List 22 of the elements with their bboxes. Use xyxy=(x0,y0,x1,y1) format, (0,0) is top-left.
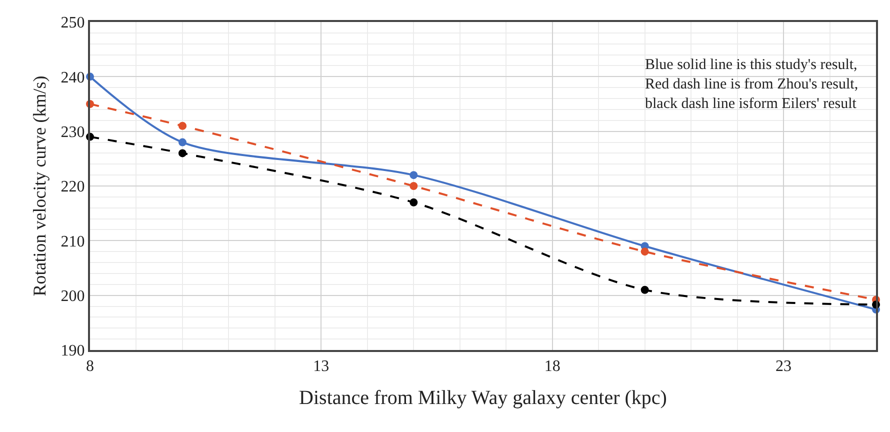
annotation: Blue solid line is this study's result, Red dash line is from Zhou's result, black dash line isform Eilers' result xyxy=(645,57,858,112)
y-tick-label: 210 xyxy=(60,233,85,250)
y-tick-label: 240 xyxy=(60,69,85,86)
x-tick-label: 13 xyxy=(313,358,330,376)
x-tick-label: 18 xyxy=(544,358,560,376)
point xyxy=(410,182,418,190)
x-tick-label: 8 xyxy=(86,358,94,376)
point xyxy=(178,138,186,146)
point xyxy=(178,122,186,130)
x-axis-title: Distance from Milky Way galaxy center (kpc) xyxy=(299,387,667,410)
point xyxy=(640,286,649,294)
y-axis-title: Rotation velocity curve (km/s) xyxy=(30,76,50,296)
y-tick-label: 220 xyxy=(60,178,85,196)
y-tick-label: 230 xyxy=(60,124,85,141)
y-tick-label: 190 xyxy=(60,342,85,360)
point xyxy=(410,171,418,180)
x-tick-label: 23 xyxy=(776,358,792,376)
y-tick-label: 200 xyxy=(60,288,85,305)
point xyxy=(410,198,418,206)
point xyxy=(640,248,649,256)
y-tick-label: 250 xyxy=(60,14,85,32)
point xyxy=(178,149,186,158)
